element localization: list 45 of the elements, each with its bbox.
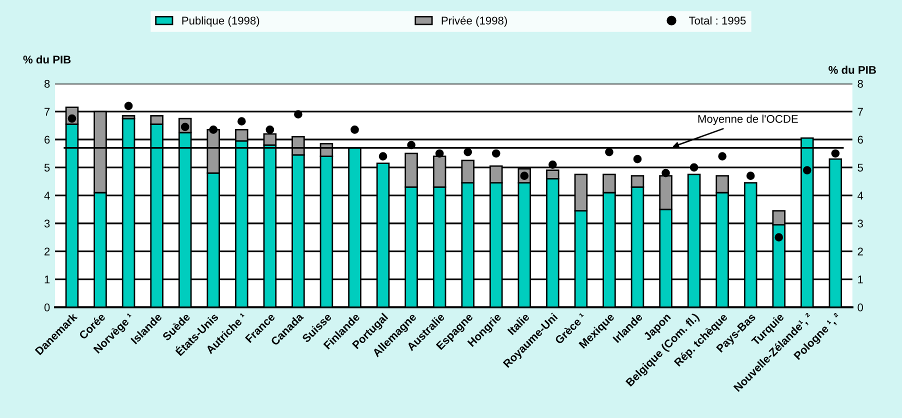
point [435, 149, 444, 158]
y-tick-label: 3 [44, 220, 50, 228]
point [266, 126, 274, 134]
point [605, 148, 614, 156]
point [718, 152, 726, 160]
point [209, 126, 218, 134]
y-tick-label: 7 [44, 108, 50, 116]
point [662, 168, 670, 178]
ref-line-label: Moyenne de l'OCDE [698, 114, 798, 126]
y-tick-label: 0 [44, 303, 50, 312]
legend-label: Total : 1995 [688, 16, 746, 25]
point [350, 126, 359, 134]
y2-tick-label: 1 [858, 276, 863, 284]
y2-tick-label: 4 [858, 192, 864, 200]
point [237, 117, 246, 126]
y-tick-label: 1 [44, 276, 50, 284]
y2-tick-label: 6 [858, 136, 863, 144]
point [548, 160, 557, 169]
point [378, 152, 388, 160]
y2-tick-label: 3 [858, 220, 863, 228]
legend-label: Privée (1998) [442, 16, 507, 27]
y-tick-label: 8 [44, 80, 50, 88]
point [831, 149, 840, 158]
point [124, 102, 133, 110]
y-axis-title: % du PIB [23, 55, 71, 64]
y-tick-label: 4 [44, 192, 50, 200]
point [294, 110, 302, 119]
legend-label: Publique (1998) [182, 16, 260, 27]
point [407, 140, 416, 150]
point [464, 148, 472, 156]
point [802, 166, 812, 174]
y2-tick-label: 0 [858, 303, 863, 312]
point [492, 149, 500, 158]
y2-tick-label: 5 [858, 164, 863, 172]
point [690, 163, 698, 172]
y2-tick-label: 2 [858, 248, 863, 256]
point [633, 154, 642, 164]
point [746, 172, 755, 180]
y2-tick-label: 8 [858, 80, 863, 88]
y-tick-label: 5 [44, 164, 50, 172]
y2-axis-title: % du PIB [828, 66, 876, 74]
y-tick-label: 6 [44, 136, 50, 144]
y-tick-label: 2 [44, 248, 50, 256]
point [774, 233, 784, 242]
y2-tick-label: 7 [858, 108, 863, 116]
